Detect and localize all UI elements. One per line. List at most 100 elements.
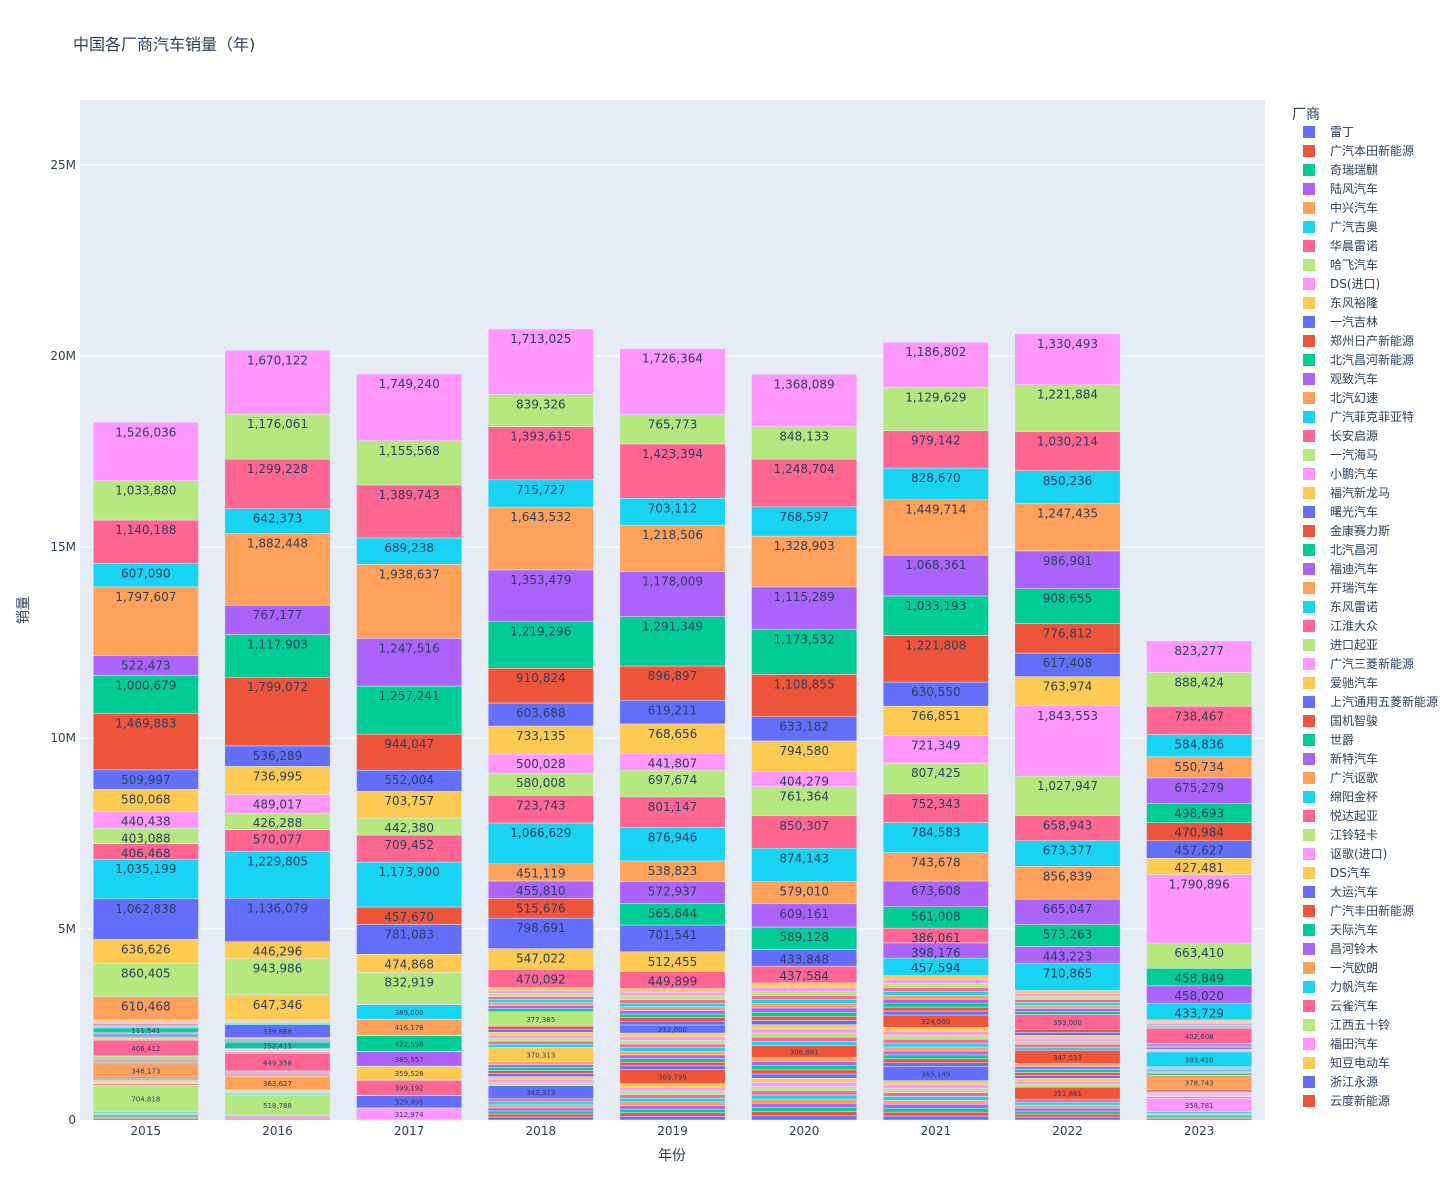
bar-segment[interactable] [487,1002,594,1006]
bar-segment[interactable] [1014,1035,1121,1039]
legend-item[interactable]: 北汽昌河 [1303,542,1378,557]
bar-segment[interactable] [619,1002,726,1008]
bar-segment[interactable] [751,986,858,992]
bar-segment[interactable] [356,564,463,639]
bar-segment[interactable] [882,499,989,556]
bar-segment[interactable] [619,498,726,526]
bar-segment[interactable] [619,1043,726,1048]
bar-segment[interactable] [487,1031,594,1036]
bar-segment[interactable] [487,1110,594,1115]
legend-item[interactable]: 雷丁 [1303,125,1354,139]
bar-segment[interactable] [1014,963,1121,991]
bar-segment[interactable] [882,1031,989,1036]
bar-segment[interactable] [619,1065,726,1070]
bar-segment[interactable] [356,972,463,1005]
bar-segment[interactable] [882,880,989,907]
bar-segment[interactable] [1146,777,1253,804]
bar-segment[interactable] [619,1097,726,1103]
bar-segment[interactable] [882,998,989,1004]
bar-segment[interactable] [487,1025,594,1030]
legend-item[interactable]: 广汽吉奥 [1303,219,1378,234]
legend-item[interactable]: 郑州日产新能源 [1303,333,1414,348]
bar-segment[interactable] [224,898,331,942]
legend-item[interactable]: 进口起亚 [1303,638,1378,652]
bar-segment[interactable] [751,716,858,742]
bar-segment[interactable] [1014,503,1121,552]
bar-segment[interactable] [751,1090,858,1096]
bar-segment[interactable] [487,822,594,864]
bar-segment[interactable] [751,1077,858,1083]
bar-segment[interactable] [487,987,594,991]
bar-segment[interactable] [882,341,989,388]
bar-segment[interactable] [619,1010,726,1015]
bar-segment[interactable] [1014,1075,1121,1079]
bar-segment[interactable] [356,924,463,955]
legend-item[interactable]: 大运汽车 [1303,884,1378,899]
bar-segment[interactable] [1014,1005,1121,1009]
bar-segment[interactable] [619,1058,726,1063]
legend-item[interactable]: 国机智骏 [1303,713,1378,728]
bar-segment[interactable] [224,458,331,509]
bar-segment[interactable] [751,426,858,460]
bar-segment[interactable] [1014,1116,1121,1121]
legend-item[interactable]: 北汽幻速 [1303,390,1378,405]
bar-segment[interactable] [1146,942,1253,969]
bar-segment[interactable] [1014,1107,1121,1112]
bar-segment[interactable] [1014,1038,1121,1042]
legend-item[interactable]: 云雀汽车 [1303,998,1378,1013]
bar-segment[interactable] [224,634,331,678]
bar-segment[interactable] [619,1101,726,1106]
bar-segment[interactable] [1014,1069,1121,1073]
legend-item[interactable]: 福田汽车 [1303,1036,1378,1051]
bar-segment[interactable] [751,848,858,882]
bar-segment[interactable] [619,827,726,862]
bar-segment[interactable] [882,793,989,823]
bar-segment[interactable] [487,569,594,622]
bar-segment[interactable] [751,1107,858,1112]
bar-segment[interactable] [1014,1072,1121,1076]
bar-segment[interactable] [882,595,989,636]
legend-item[interactable]: 江西五十铃 [1303,1017,1390,1032]
bar-segment[interactable] [619,1051,726,1056]
bar-segment[interactable] [751,999,858,1005]
bar-segment[interactable] [751,1003,858,1009]
bar-segment[interactable] [224,413,331,460]
legend-item[interactable]: 福汽新龙马 [1303,485,1390,500]
bar-segment[interactable] [92,963,199,997]
bar-segment[interactable] [1014,1029,1121,1033]
bar-segment[interactable] [1146,672,1253,707]
bar-segment[interactable] [487,394,594,427]
legend-item[interactable]: 力帆汽车 [1303,979,1378,994]
bar-segment[interactable] [882,1100,989,1105]
bar-segment[interactable] [882,1006,989,1012]
bar-segment[interactable] [487,1037,594,1042]
legend-item[interactable]: 广汽三菱新能源 [1303,656,1414,671]
bar-segment[interactable] [1014,996,1121,1000]
bar-segment[interactable] [619,348,726,415]
bar-segment[interactable] [487,1113,594,1118]
legend-item[interactable]: 广汽菲克菲亚特 [1303,409,1414,424]
bar-segment[interactable] [487,1044,594,1048]
legend-item[interactable]: 世爵 [1303,733,1354,747]
legend-item[interactable]: 华晨雷诺 [1303,239,1378,253]
bar-segment[interactable] [751,990,858,996]
bar-segment[interactable] [751,374,858,427]
bar-segment[interactable] [619,1006,726,1011]
bar-segment[interactable] [1014,705,1121,777]
bar-segment[interactable] [487,479,594,508]
bar-segment[interactable] [487,506,594,571]
bar-segment[interactable] [619,1013,726,1018]
legend-item[interactable]: DS汽车 [1303,865,1371,880]
bar-segment[interactable] [751,1073,858,1079]
bar-segment[interactable] [882,1084,989,1089]
legend-item[interactable]: 悦达起亚 [1303,809,1378,823]
bar-segment[interactable] [356,638,463,687]
legend-item[interactable]: 上汽通用五菱新能源 [1303,694,1438,709]
bar-segment[interactable] [356,685,463,735]
bar-segment[interactable] [487,1034,594,1039]
legend-item[interactable]: 福迪汽车 [1303,561,1378,576]
bar-segment[interactable] [487,990,594,994]
bar-segment[interactable] [882,822,989,853]
bar-segment[interactable] [751,1024,858,1030]
